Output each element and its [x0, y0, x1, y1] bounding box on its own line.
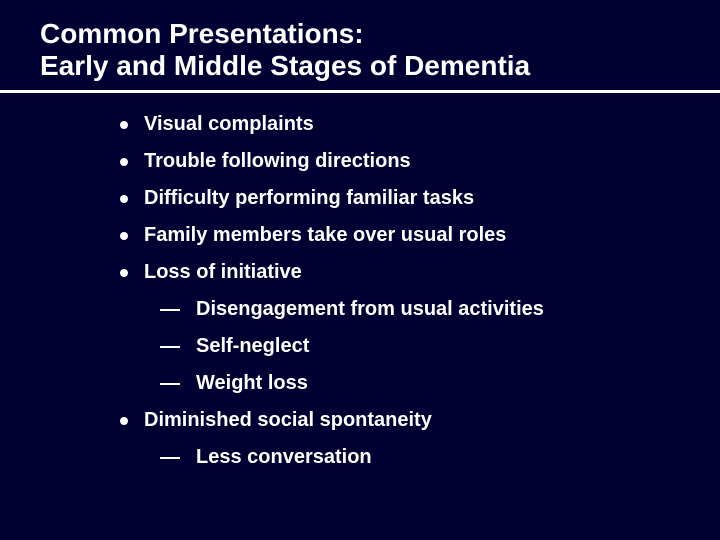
- bullet-text: Loss of initiative: [144, 261, 302, 284]
- sub-list: Less conversation: [120, 446, 680, 469]
- bullet-item: Visual complaints: [120, 113, 680, 136]
- bullet-dot-icon: [120, 417, 128, 425]
- bullet-dot-icon: [120, 232, 128, 240]
- bullet-dot-icon: [120, 158, 128, 166]
- sub-text: Self-neglect: [196, 335, 309, 358]
- sub-text: Disengagement from usual activities: [196, 298, 544, 321]
- bullet-dot-icon: [120, 195, 128, 203]
- bullet-item: Diminished social spontaneity: [120, 409, 680, 432]
- bullet-item: Family members take over usual roles: [120, 224, 680, 247]
- sub-item: Less conversation: [160, 446, 680, 469]
- sub-item: Weight loss: [160, 372, 680, 395]
- content-area: Visual complaints Trouble following direc…: [0, 93, 720, 469]
- slide: Common Presentations: Early and Middle S…: [0, 0, 720, 540]
- bullet-text: Visual complaints: [144, 113, 314, 136]
- dash-icon: [160, 309, 180, 311]
- sub-item: Disengagement from usual activities: [160, 298, 680, 321]
- title-line-2: Early and Middle Stages of Dementia: [40, 50, 680, 82]
- title-block: Common Presentations: Early and Middle S…: [0, 0, 720, 93]
- bullet-text: Family members take over usual roles: [144, 224, 506, 247]
- bullet-item: Loss of initiative: [120, 261, 680, 284]
- bullet-text: Trouble following directions: [144, 150, 411, 173]
- dash-icon: [160, 457, 180, 459]
- bullet-dot-icon: [120, 269, 128, 277]
- bullet-text: Difficulty performing familiar tasks: [144, 187, 474, 210]
- sub-text: Less conversation: [196, 446, 372, 469]
- dash-icon: [160, 383, 180, 385]
- bullet-item: Trouble following directions: [120, 150, 680, 173]
- sub-item: Self-neglect: [160, 335, 680, 358]
- bullet-text: Diminished social spontaneity: [144, 409, 432, 432]
- bullet-dot-icon: [120, 121, 128, 129]
- title-line-1: Common Presentations:: [40, 18, 680, 50]
- dash-icon: [160, 346, 180, 348]
- bullet-item: Difficulty performing familiar tasks: [120, 187, 680, 210]
- sub-list: Disengagement from usual activities Self-…: [120, 298, 680, 395]
- sub-text: Weight loss: [196, 372, 308, 395]
